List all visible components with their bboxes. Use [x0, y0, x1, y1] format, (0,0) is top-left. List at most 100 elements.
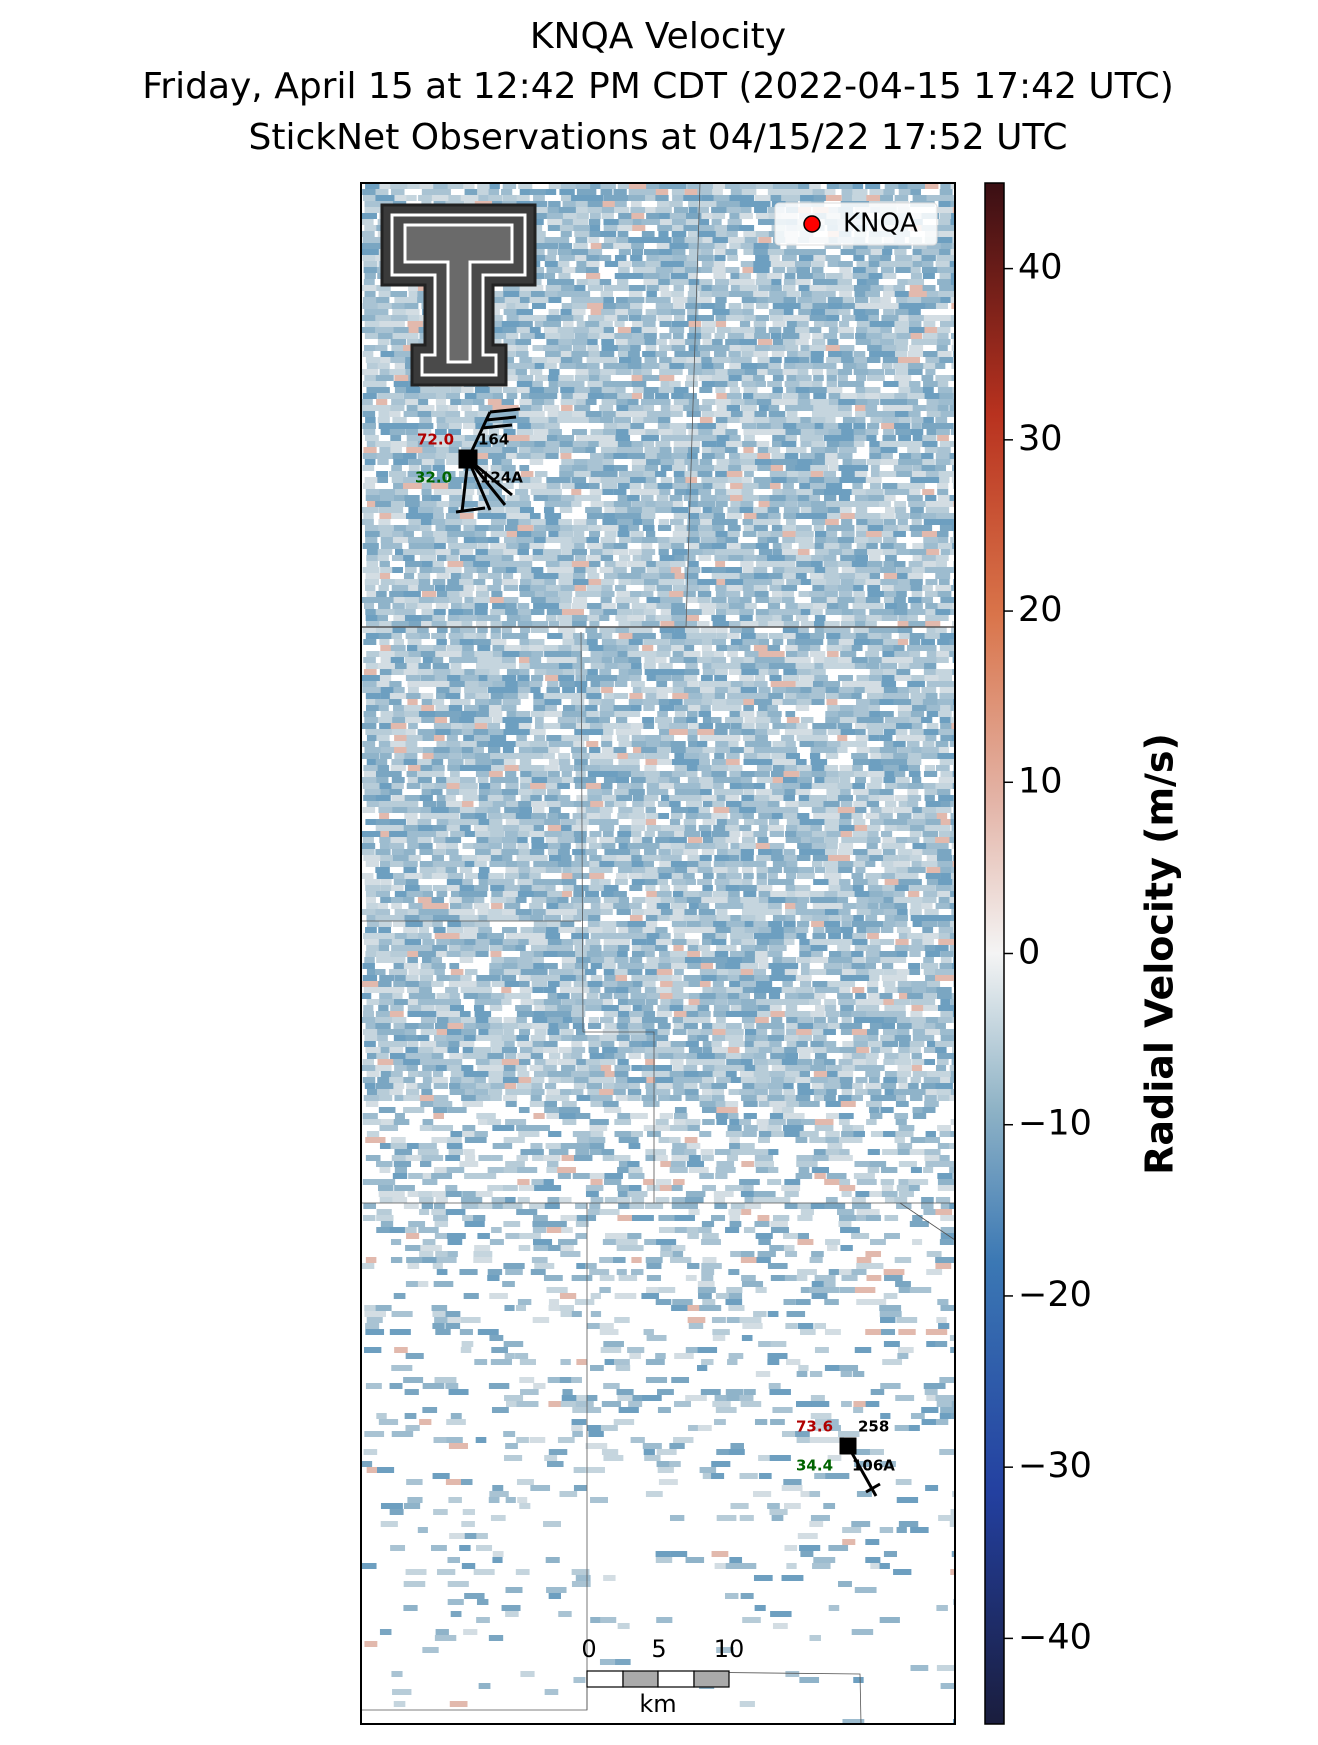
radar-pixel — [435, 651, 453, 657]
radar-pixel — [393, 747, 414, 753]
radar-pixel — [712, 837, 732, 843]
radar-pixel — [799, 849, 812, 855]
radar-pixel — [573, 573, 586, 579]
radar-pixel — [506, 405, 519, 411]
radar-pixel — [854, 663, 871, 669]
radar-pixel — [727, 597, 744, 603]
radar-pixel — [546, 657, 564, 663]
radar-pixel — [940, 411, 955, 417]
radar-pixel — [909, 831, 922, 837]
radar-pixel — [516, 195, 530, 201]
radar-pixel — [363, 603, 375, 609]
radar-pixel — [937, 501, 955, 507]
radar-pixel — [688, 399, 699, 405]
radar-pixel — [771, 525, 786, 531]
radar-pixel — [701, 567, 715, 573]
radar-pixel — [631, 213, 645, 219]
radar-pixel — [421, 705, 435, 711]
radar-pixel — [838, 369, 853, 375]
radar-pixel — [795, 249, 815, 255]
radar-pixel — [618, 825, 637, 831]
radar-pixel — [545, 243, 559, 249]
radar-pixel — [925, 579, 938, 585]
radar-pixel — [744, 399, 758, 405]
radar-pixel — [838, 675, 853, 681]
radar-pixel — [809, 651, 826, 657]
radar-pixel — [449, 501, 466, 507]
radar-pixel — [882, 321, 904, 327]
radar-pixel — [515, 303, 529, 309]
radar-pixel — [772, 441, 786, 447]
radar-pixel — [714, 675, 728, 681]
radar-pixel — [711, 597, 727, 603]
radar-pixel — [853, 441, 865, 447]
radar-pixel — [881, 633, 892, 639]
radar-pixel — [912, 657, 925, 663]
radar-pixel — [744, 603, 760, 609]
radar-pixel — [364, 321, 382, 327]
radar-pixel — [380, 645, 398, 651]
radar-pixel — [865, 873, 886, 879]
radar-pixel — [754, 771, 770, 777]
radar-pixel — [673, 669, 691, 675]
radar-pixel — [629, 483, 642, 489]
radar-pixel — [700, 783, 720, 789]
radar-pixel — [418, 579, 431, 585]
radar-pixel — [531, 837, 545, 843]
radar-pixel — [378, 585, 389, 591]
radar-pixel — [797, 813, 810, 819]
radar-pixel — [837, 657, 858, 663]
radar-pixel — [896, 471, 918, 477]
radar-pixel — [826, 771, 841, 777]
radar-pixel — [670, 741, 686, 747]
radar-pixel — [548, 183, 562, 189]
radar-pixel — [403, 759, 418, 765]
radar-pixel — [841, 471, 861, 477]
radar-pixel — [391, 777, 405, 783]
radar-pixel — [432, 699, 445, 705]
radar-pixel — [853, 423, 866, 429]
radar-pixel — [614, 477, 633, 483]
radar-pixel — [545, 873, 559, 879]
radar-pixel — [772, 777, 790, 783]
radar-pixel — [698, 807, 711, 813]
radar-pixel — [404, 873, 423, 879]
radar-pixel — [896, 669, 917, 675]
radar-pixel — [769, 357, 782, 363]
radar-pixel — [768, 663, 786, 669]
radar-pixel — [404, 657, 421, 663]
radar-pixel — [938, 843, 949, 849]
radar-pixel — [824, 849, 838, 855]
radar-pixel — [797, 459, 819, 465]
radar-pixel — [882, 837, 904, 843]
radar-pixel — [825, 711, 847, 717]
radar-pixel — [655, 207, 672, 213]
radar-pixel — [380, 567, 397, 573]
radar-pixel — [727, 531, 740, 537]
radar-pixel — [699, 351, 711, 357]
radar-pixel — [389, 831, 408, 837]
radar-pixel — [631, 327, 642, 333]
radar-pixel — [869, 297, 887, 303]
radar-pixel — [730, 483, 745, 489]
radar-pixel — [936, 255, 955, 261]
radar-pixel — [856, 261, 870, 267]
radar-pixel — [827, 675, 841, 681]
radar-pixel — [571, 501, 582, 507]
radar-pixel — [711, 447, 729, 453]
radar-pixel — [828, 303, 850, 309]
radar-pixel — [449, 747, 470, 753]
radar-pixel — [618, 819, 631, 825]
radar-pixel — [669, 657, 690, 663]
radar-pixel — [700, 831, 712, 837]
radar-pixel — [866, 681, 888, 687]
radar-pixel — [923, 729, 946, 735]
radar-pixel — [519, 651, 534, 657]
radar-pixel — [740, 261, 762, 267]
radar-pixel — [604, 507, 617, 513]
radar-pixel — [907, 837, 920, 843]
radar-pixel — [870, 417, 884, 423]
radar-pixel — [896, 549, 918, 555]
radar-pixel — [809, 753, 821, 759]
radar-pixel — [361, 675, 382, 681]
